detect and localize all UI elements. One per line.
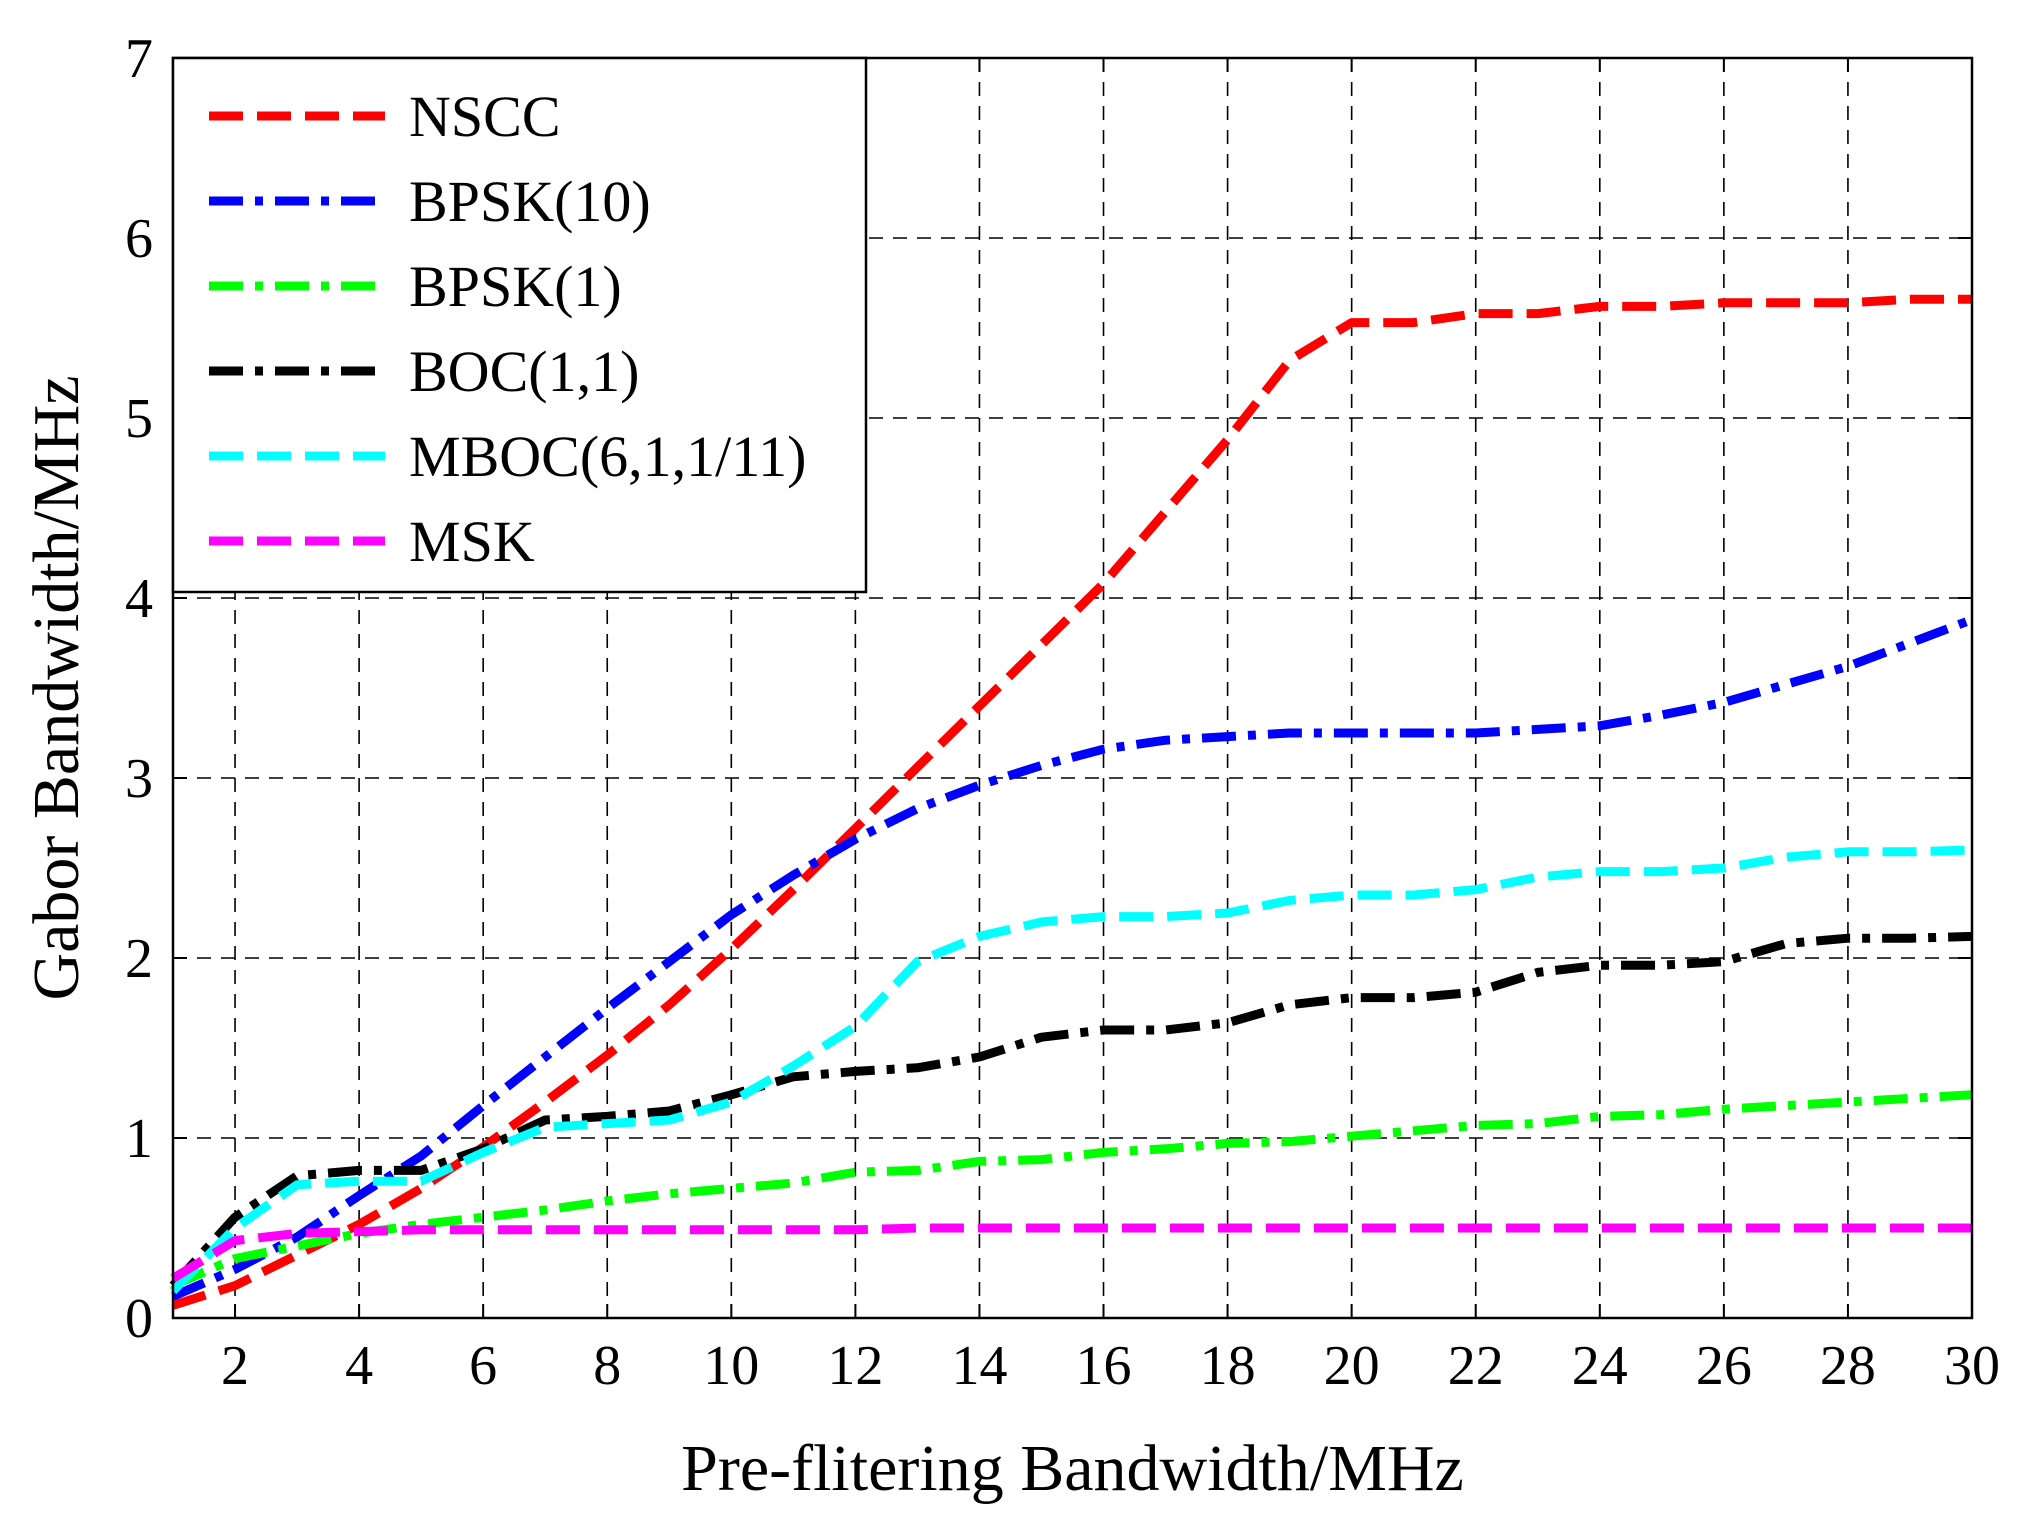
y-axis-label: Gabor Bandwidth/MHz — [20, 375, 93, 1000]
series-line-mboc-6-1-1-11 — [169, 845, 1973, 1295]
legend-box — [171, 56, 868, 594]
x-tick-label: 10 — [703, 1335, 759, 1397]
x-axis-label: Pre-flitering Bandwidth/MHz — [681, 1432, 1464, 1505]
x-tick-label: 22 — [1448, 1335, 1504, 1397]
legend-label: BPSK(10) — [409, 169, 651, 234]
legend-item: MSK — [209, 509, 535, 574]
x-tick-label: 14 — [951, 1335, 1007, 1397]
y-tick-label: 2 — [125, 928, 153, 990]
series-lines — [169, 294, 1974, 1310]
legend-label: BOC(1,1) — [409, 339, 639, 404]
y-tick-label: 0 — [125, 1288, 153, 1350]
series-line-msk — [170, 1223, 1972, 1283]
x-tick-label: 2 — [221, 1335, 249, 1397]
x-tick-label: 26 — [1696, 1335, 1752, 1397]
plot-area-frame — [171, 56, 1974, 1320]
x-tick-label: 4 — [345, 1335, 373, 1397]
x-tick-label: 12 — [827, 1335, 883, 1397]
y-tick-label: 7 — [125, 28, 153, 90]
y-tick-label: 3 — [125, 748, 153, 810]
y-tick-label: 5 — [125, 388, 153, 450]
x-tick-label: 28 — [1820, 1335, 1876, 1397]
legend-item: MBOC(6,1,1/11) — [209, 424, 806, 489]
legend-label: BPSK(1) — [409, 254, 622, 319]
x-tick-label: 20 — [1324, 1335, 1380, 1397]
x-tick-label: 24 — [1572, 1335, 1628, 1397]
x-tick-label: 30 — [1944, 1335, 2000, 1397]
y-tick-label: 4 — [125, 568, 153, 630]
legend: NSCC BPSK(10) BPSK(1) BOC(1,1) MBOC(6,1,1/11… — [171, 56, 868, 594]
legend-label: MSK — [409, 509, 535, 574]
x-tick-label: 18 — [1200, 1335, 1256, 1397]
x-tick-label: 16 — [1076, 1335, 1132, 1397]
legend-item: BOC(1,1) — [209, 339, 639, 404]
legend-item: BPSK(1) — [209, 254, 622, 319]
y-tick-label: 1 — [125, 1108, 153, 1170]
legend-label: NSCC — [409, 84, 561, 149]
x-tick-label: 6 — [469, 1335, 497, 1397]
legend-label: MBOC(6,1,1/11) — [409, 424, 806, 489]
legend-item: BPSK(10) — [209, 169, 651, 234]
legend-item: NSCC — [209, 84, 561, 149]
y-tick-label: 6 — [125, 208, 153, 270]
series-line-bpsk-10 — [171, 615, 1974, 1301]
x-tick-label: 8 — [593, 1335, 621, 1397]
